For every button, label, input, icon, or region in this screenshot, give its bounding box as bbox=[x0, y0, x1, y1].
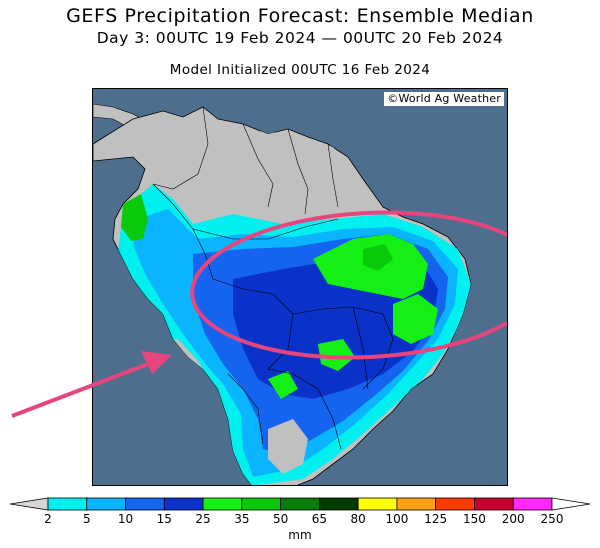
colorbar-tick-label: 25 bbox=[195, 512, 211, 526]
precip-25-35mm-east bbox=[393, 294, 438, 344]
highlight-ellipse bbox=[190, 210, 507, 360]
colorbar-tick-label: 5 bbox=[82, 512, 91, 526]
precip-35-50mm bbox=[363, 244, 393, 271]
precip-25-35mm-south bbox=[318, 339, 355, 371]
precip-25-35mm-patch bbox=[268, 371, 298, 399]
precipitation-map: ©World Ag Weather bbox=[92, 88, 508, 486]
colorbar-tick-label: 150 bbox=[463, 512, 486, 526]
colorbar-segment bbox=[396, 497, 437, 511]
colorbar-segment bbox=[163, 497, 204, 511]
map-title: GEFS Precipitation Forecast: Ensemble Me… bbox=[0, 4, 600, 48]
credit-label: ©World Ag Weather bbox=[384, 92, 504, 106]
colorbar-segment bbox=[435, 497, 475, 511]
colorbar-segment bbox=[318, 497, 359, 511]
colorbar-tick-label: 100 bbox=[385, 512, 409, 526]
colorbar-tick-label: 2 bbox=[44, 512, 52, 526]
map-canvas bbox=[93, 103, 507, 485]
colorbar-tick-label: 10 bbox=[117, 512, 134, 526]
colorbar-segment bbox=[512, 497, 553, 511]
dry-region-south bbox=[268, 419, 308, 474]
colorbar-strip bbox=[9, 497, 591, 511]
colorbar-segment-high bbox=[551, 497, 591, 511]
colorbar-tick-label: 250 bbox=[540, 512, 564, 526]
model-initialized-label: Model Initialized 00UTC 16 Feb 2024 bbox=[169, 62, 431, 78]
colorbar-segment bbox=[86, 497, 126, 511]
colorbar-tick-label: 15 bbox=[156, 512, 172, 526]
colorbar-tick-label: 65 bbox=[311, 512, 328, 526]
colorbar-segment bbox=[47, 497, 88, 511]
precip-andes-strip bbox=[121, 194, 148, 241]
colorbar-tick-label: 200 bbox=[501, 512, 525, 526]
title-main: GEFS Precipitation Forecast: Ensemble Me… bbox=[66, 5, 534, 27]
title-period: Day 3: 00UTC 19 Feb 2024 — 00UTC 20 Feb … bbox=[96, 29, 504, 47]
colorbar-segment bbox=[474, 497, 514, 511]
precip-colorbar: 2 5 10 15 25 35 50 65 80 100 125 150 200 250 mm bbox=[0, 492, 600, 548]
colorbar-tick-label: 80 bbox=[350, 512, 366, 526]
colorbar-segment bbox=[280, 497, 320, 511]
colorbar-units: mm bbox=[288, 528, 312, 542]
colorbar-segment bbox=[241, 497, 282, 511]
colorbar-tick-label: 50 bbox=[272, 512, 289, 526]
colorbar-segment bbox=[202, 497, 243, 511]
colorbar-segment bbox=[125, 497, 165, 511]
colorbar-segment bbox=[357, 497, 398, 511]
dry-region-north bbox=[203, 129, 363, 221]
colorbar-tick-label: 125 bbox=[424, 512, 448, 526]
colorbar-tick-label: 35 bbox=[234, 512, 250, 526]
colorbar-segment-low bbox=[9, 497, 49, 511]
